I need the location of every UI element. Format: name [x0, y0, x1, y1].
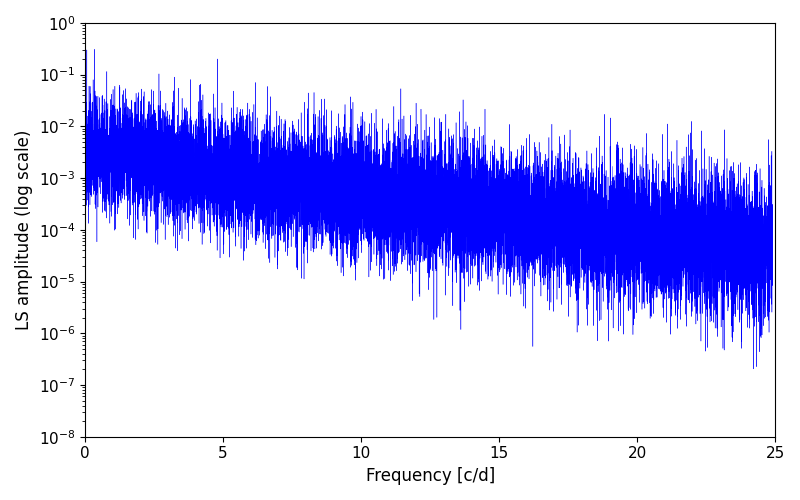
Y-axis label: LS amplitude (log scale): LS amplitude (log scale): [15, 130, 33, 330]
X-axis label: Frequency [c/d]: Frequency [c/d]: [366, 467, 494, 485]
